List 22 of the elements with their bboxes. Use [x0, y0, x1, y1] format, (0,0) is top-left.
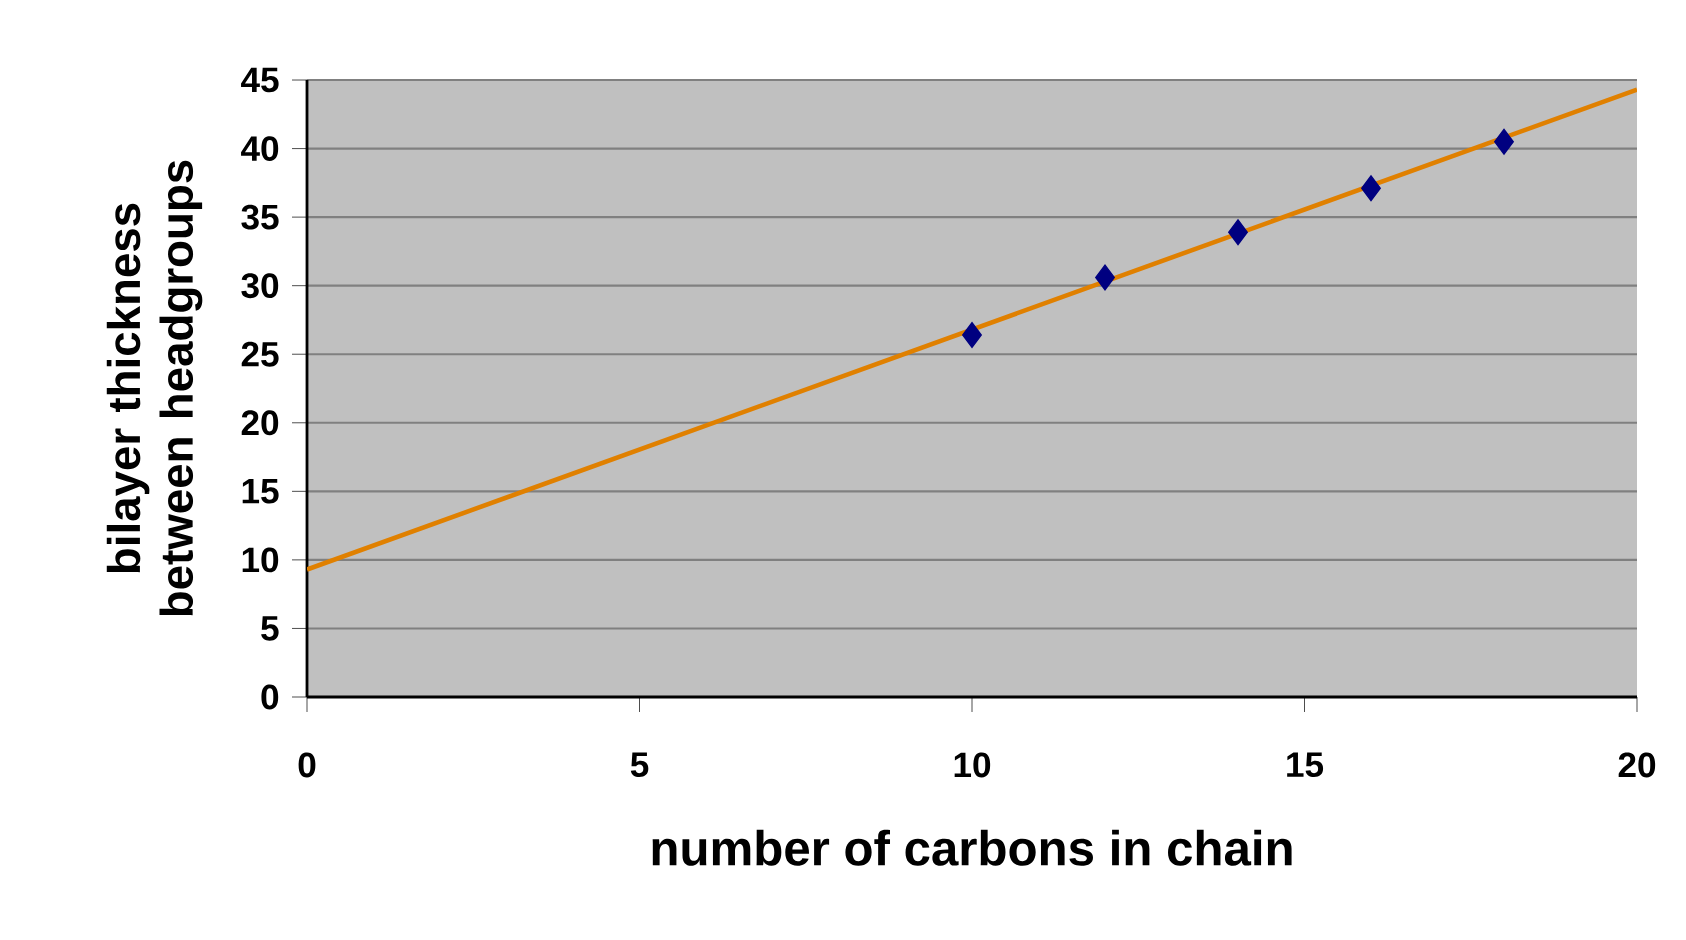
y-tick-label: 30: [241, 273, 279, 299]
y-tick-label: 25: [241, 341, 279, 367]
y-tick-label: 10: [242, 547, 279, 573]
y-tick-label: 35: [241, 204, 279, 230]
x-tick-label: 0: [298, 752, 316, 778]
x-tick-label: 15: [1287, 752, 1324, 778]
point: [1095, 264, 1115, 291]
x-axis-title: number of carbons in chain: [652, 829, 1292, 866]
y-tick-label: 45: [241, 67, 279, 93]
point: [962, 322, 982, 349]
y-tick-label: 40: [241, 136, 279, 161]
x-tick-label: 5: [630, 752, 649, 778]
x-tick-label: 10: [954, 752, 991, 778]
x-tick-label: 20: [1618, 752, 1656, 778]
y-tick-label: 0: [261, 684, 279, 710]
y-axis-title: bilayer thickness between headgroups: [106, 160, 203, 616]
point: [1494, 128, 1514, 155]
y-tick-label: 5: [261, 616, 279, 641]
point: [1361, 175, 1381, 202]
y-tick-label: 15: [242, 479, 279, 504]
y-tick-label: 20: [241, 410, 279, 436]
point: [1228, 219, 1248, 246]
